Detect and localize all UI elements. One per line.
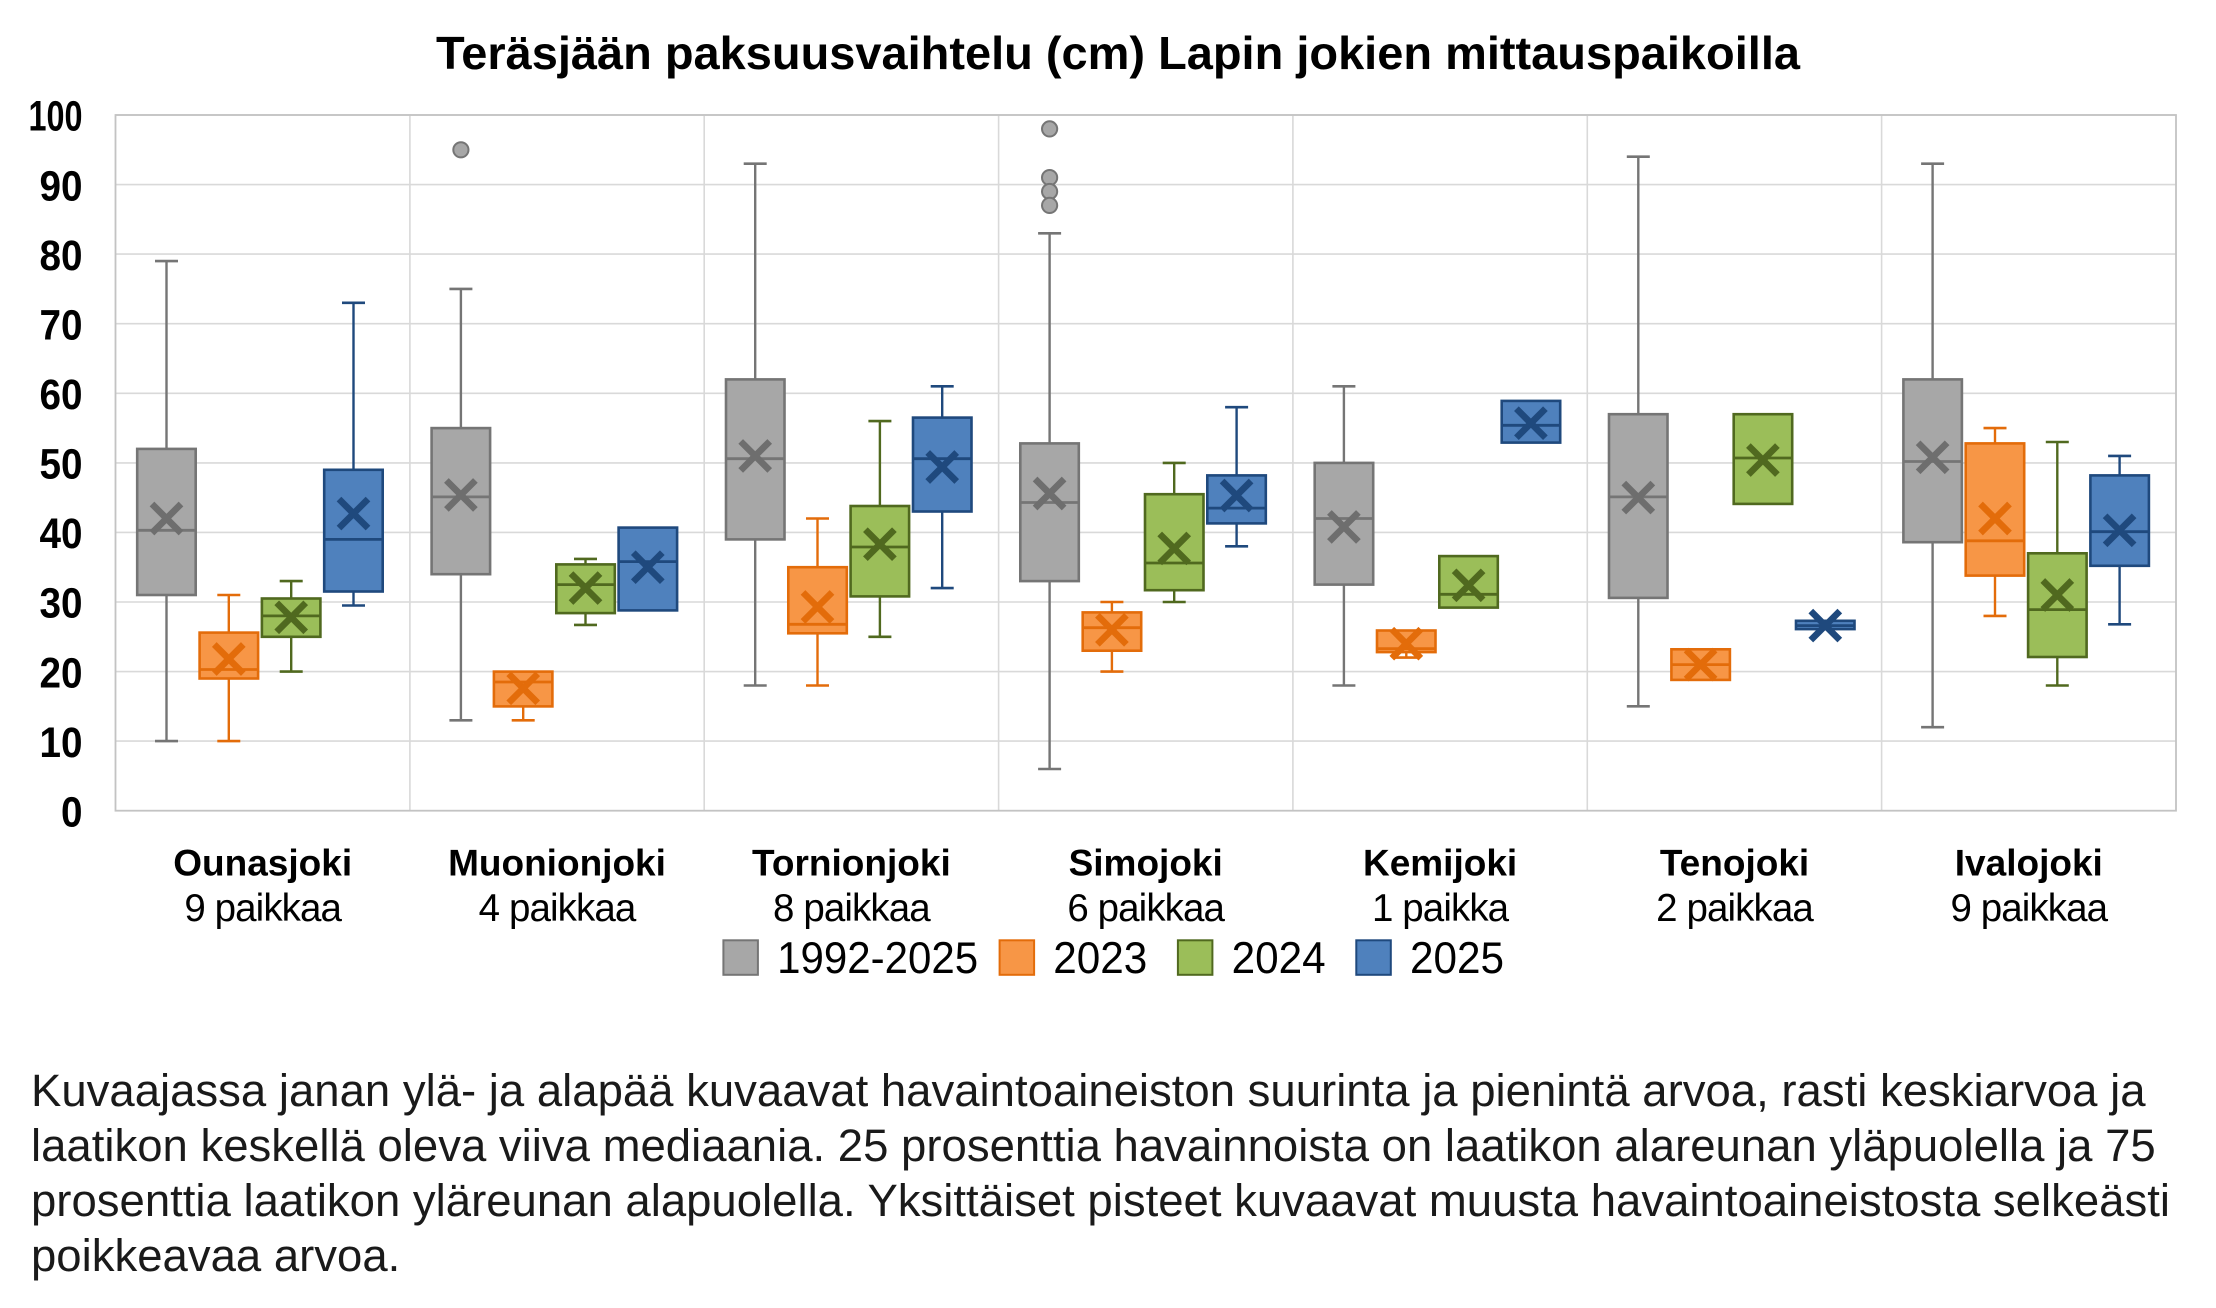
svg-text:70: 70 (40, 302, 83, 349)
svg-text:100: 100 (29, 94, 83, 141)
svg-text:0: 0 (61, 789, 83, 836)
svg-text:4 paikkaa: 4 paikkaa (479, 887, 637, 930)
svg-text:Ounasjoki: Ounasjoki (173, 842, 352, 883)
svg-text:10: 10 (40, 720, 83, 767)
svg-text:2024: 2024 (1232, 934, 1326, 983)
svg-text:40: 40 (40, 511, 83, 558)
svg-text:Muonionjoki: Muonionjoki (448, 842, 666, 883)
svg-text:80: 80 (40, 233, 83, 280)
svg-text:Kemijoki: Kemijoki (1363, 842, 1517, 883)
svg-text:2023: 2023 (1053, 934, 1147, 983)
svg-text:90: 90 (40, 163, 83, 210)
svg-text:30: 30 (40, 581, 83, 628)
svg-text:2 paikkaa: 2 paikkaa (1656, 887, 1814, 930)
svg-text:6 paikkaa: 6 paikkaa (1067, 887, 1225, 930)
svg-text:60: 60 (40, 372, 83, 419)
svg-text:Ivalojoki: Ivalojoki (1955, 842, 2103, 883)
svg-text:1992-2025: 1992-2025 (777, 934, 978, 983)
svg-text:2025: 2025 (1410, 934, 1504, 983)
svg-text:9 paikkaa: 9 paikkaa (184, 887, 342, 930)
svg-text:20: 20 (40, 650, 83, 697)
svg-text:Tenojoki: Tenojoki (1660, 842, 1809, 883)
svg-text:Simojoki: Simojoki (1069, 842, 1223, 883)
svg-text:8 paikkaa: 8 paikkaa (773, 887, 931, 930)
svg-text:1 paikka: 1 paikka (1372, 887, 1510, 930)
svg-text:Tornionjoki: Tornionjoki (752, 842, 951, 883)
svg-text:9 paikkaa: 9 paikkaa (1950, 887, 2108, 930)
svg-text:50: 50 (40, 442, 83, 489)
svg-text:Teräsjään paksuusvaihtelu (cm): Teräsjään paksuusvaihtelu (cm) Lapin jok… (436, 27, 1800, 79)
